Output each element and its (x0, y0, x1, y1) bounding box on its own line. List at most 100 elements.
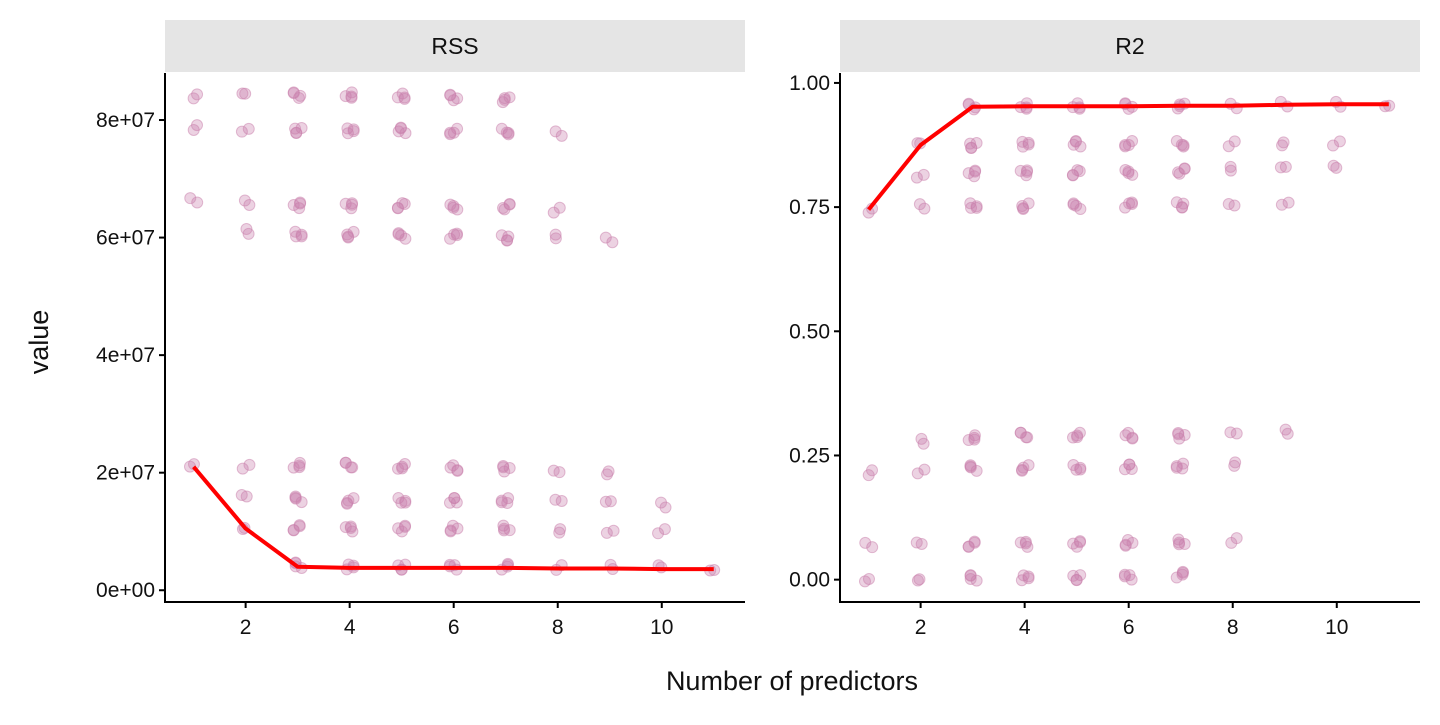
x-tick-label: 6 (1123, 616, 1135, 639)
data-point (289, 491, 302, 504)
data-point (1122, 165, 1135, 178)
y-tick-label: 0e+00 (96, 579, 155, 602)
data-point (918, 202, 931, 215)
data-point (503, 198, 516, 211)
data-point (1022, 572, 1035, 585)
data-point (183, 460, 196, 473)
data-point (1074, 536, 1087, 549)
data-point (399, 520, 412, 533)
y-tick-label: 0.75 (789, 196, 830, 219)
data-point (964, 573, 977, 586)
data-point (191, 196, 204, 209)
data-point (553, 466, 566, 479)
data-point (341, 497, 354, 510)
data-point (235, 125, 248, 138)
data-point (240, 223, 253, 236)
data-point (962, 167, 975, 180)
data-point (910, 171, 923, 184)
data-point (970, 201, 983, 214)
data-point (862, 469, 875, 482)
data-point (965, 141, 978, 154)
data-point (913, 198, 926, 211)
data-point (1222, 140, 1235, 153)
data-point (1020, 165, 1033, 178)
data-point (969, 164, 982, 177)
strip-label: R2 (1115, 33, 1144, 59)
data-point (287, 523, 300, 536)
data-point (391, 202, 404, 215)
data-point (547, 206, 560, 219)
data-point (913, 573, 926, 586)
data-point (342, 230, 355, 243)
data-point (1067, 431, 1080, 444)
data-point (970, 464, 983, 477)
data-point (344, 520, 357, 533)
x-tick-label: 8 (552, 616, 564, 639)
data-point (1073, 165, 1086, 178)
x-tick-label: 10 (650, 616, 673, 639)
data-point (1282, 196, 1295, 209)
data-point (290, 126, 303, 139)
data-point (964, 137, 977, 150)
data-point (604, 495, 617, 508)
data-point (1074, 140, 1087, 153)
data-point (495, 496, 508, 509)
data-point (1119, 201, 1132, 214)
data-point (1327, 159, 1340, 172)
data-point (242, 122, 255, 135)
x-tick-label: 4 (1019, 616, 1031, 639)
best-model-line (867, 102, 1389, 211)
data-point (1170, 571, 1183, 584)
data-point (964, 460, 977, 473)
data-point (236, 462, 249, 475)
data-point (1224, 164, 1237, 177)
x-tick-label: 10 (1325, 616, 1348, 639)
data-point (1014, 426, 1027, 439)
data-point (497, 459, 510, 472)
data-point (1123, 569, 1136, 582)
data-point (659, 501, 672, 514)
data-point (191, 88, 204, 101)
data-point (555, 494, 568, 507)
data-point (1123, 458, 1136, 471)
data-point (1333, 135, 1346, 148)
data-point (1067, 197, 1080, 210)
data-point (1178, 429, 1191, 442)
data-point (1275, 198, 1288, 211)
data-point (1015, 574, 1028, 587)
x-tick-label: 2 (240, 616, 252, 639)
y-tick-label: 0.50 (789, 320, 830, 343)
data-point (1070, 573, 1083, 586)
data-point (917, 168, 930, 181)
data-point (1230, 427, 1243, 440)
data-point (495, 122, 508, 135)
data-point (444, 88, 457, 101)
data-point (1122, 426, 1135, 439)
data-point (235, 488, 248, 501)
data-point (555, 129, 568, 142)
data-point (289, 225, 302, 238)
y-tick-label: 4e+07 (96, 344, 155, 367)
data-point (1274, 161, 1287, 174)
data-point (1327, 139, 1340, 152)
data-point (287, 199, 300, 212)
data-point (1067, 459, 1080, 472)
strip-background (840, 20, 1420, 72)
data-point (501, 234, 514, 247)
data-point (399, 494, 412, 507)
data-point (239, 87, 252, 100)
data-point (1176, 566, 1189, 579)
data-point (607, 524, 620, 537)
data-point (1022, 136, 1035, 149)
data-point (601, 468, 614, 481)
data-point (549, 232, 562, 245)
data-point (1119, 140, 1132, 153)
data-point (962, 540, 975, 553)
y-tick-label: 2e+07 (96, 462, 155, 485)
data-point (392, 227, 405, 240)
data-point (1074, 461, 1087, 474)
data-point (451, 464, 464, 477)
best-model-line (192, 465, 714, 572)
data-point (444, 232, 457, 245)
